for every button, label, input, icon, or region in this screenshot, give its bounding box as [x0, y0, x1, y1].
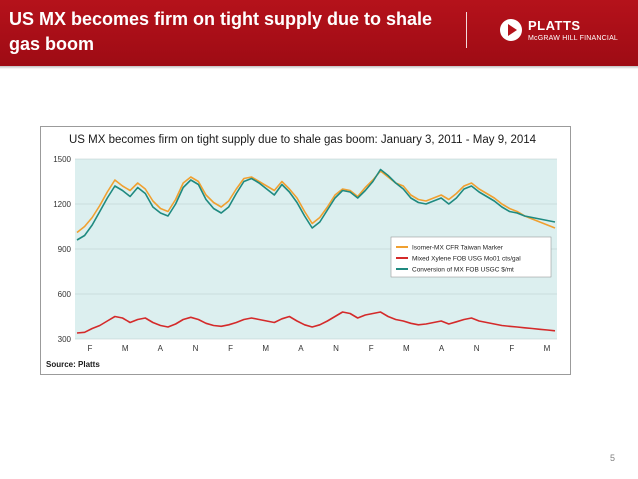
x-tick-label: M [403, 344, 410, 353]
x-tick-label: N [333, 344, 339, 353]
y-tick-label: 300 [58, 335, 72, 344]
series-line [76, 170, 556, 234]
x-tick-label: N [474, 344, 480, 353]
series-lines [76, 168, 556, 334]
x-tick-label: F [88, 344, 93, 353]
slide-title: US MX becomes firm on tight supply due t… [9, 9, 433, 54]
header-divider [466, 12, 467, 48]
chart-frame: US MX becomes firm on tight supply due t… [40, 126, 571, 375]
legend-box [390, 236, 552, 278]
x-tick-label: F [369, 344, 374, 353]
legend-label: Mixed Xylene FOB USG Mo01 cts/gal [412, 256, 521, 263]
y-tick-label: 1500 [53, 155, 71, 164]
logo-subtitle: McGRAW HILL FINANCIAL [528, 35, 619, 42]
series-line [76, 168, 556, 241]
page-number: 5 [610, 453, 616, 463]
chart-svg: US MX becomes firm on tight supply due t… [46, 134, 557, 369]
chart-title: US MX becomes firm on tight supply due t… [69, 134, 537, 146]
logo-name: PLATTS [528, 18, 581, 33]
y-tick-labels: 1500 1200 900 600 300 [53, 155, 71, 344]
y-tick-label: 600 [58, 290, 72, 299]
y-tick-label: 1200 [53, 200, 71, 209]
legend-label: Conversion of MX FOB USGC $/mt [412, 267, 514, 274]
legend: Isomer-MX CFR Taiwan Marker Mixed Xylene … [390, 236, 552, 278]
x-tick-label: N [193, 344, 199, 353]
x-tick-label: A [439, 344, 445, 353]
chart-source: Source: Platts [46, 360, 100, 369]
play-triangle-icon [500, 19, 522, 41]
x-tick-label: A [298, 344, 304, 353]
series-line [76, 311, 556, 334]
slide-header: US MX becomes firm on tight supply due t… [0, 0, 638, 66]
x-tick-label: M [262, 344, 269, 353]
x-tick-label: M [122, 344, 129, 353]
x-tick-label: M [544, 344, 551, 353]
x-tick-label: F [228, 344, 233, 353]
y-tick-label: 900 [58, 245, 72, 254]
x-tick-label: F [509, 344, 514, 353]
legend-label: Isomer-MX CFR Taiwan Marker [412, 245, 504, 252]
header-shadow [0, 66, 638, 69]
x-tick-label: A [158, 344, 164, 353]
